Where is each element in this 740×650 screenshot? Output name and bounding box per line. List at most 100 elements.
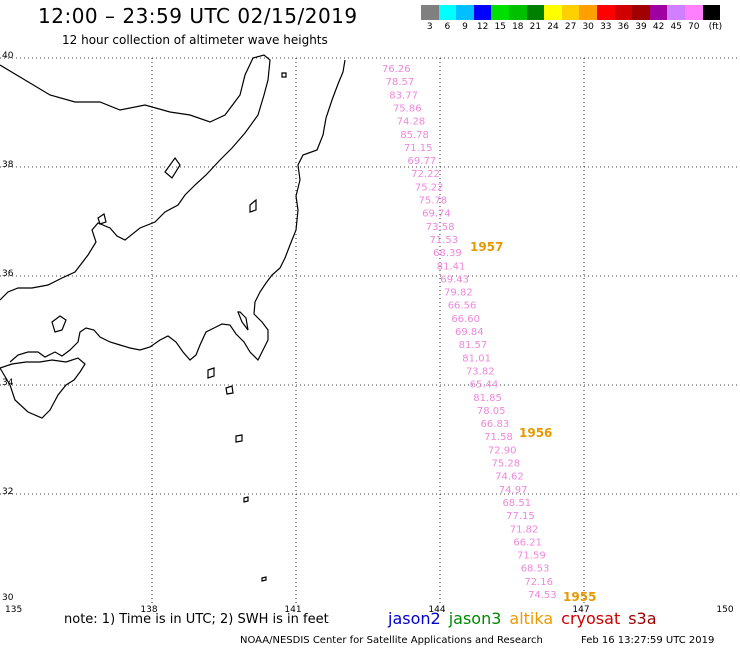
lon-tick-label: 138	[140, 605, 157, 615]
colorbar-label: 9	[462, 22, 468, 32]
legend-jason2: jason2	[388, 609, 441, 628]
colorbar-label: 45	[670, 22, 682, 32]
wave-height-value: 69.84	[455, 327, 484, 338]
satellite-legend: jason2 jason3 altika cryosat s3a	[388, 609, 665, 628]
wave-height-value: 74.97	[499, 485, 528, 496]
noto-peninsula	[164, 156, 181, 179]
lat-tick-label: 32	[2, 487, 13, 497]
wave-height-value: 83.77	[389, 90, 418, 101]
sado-island	[249, 198, 257, 213]
wave-height-value: 81.41	[437, 261, 466, 272]
colorbar-swatch	[544, 5, 562, 20]
islet-3	[207, 367, 215, 379]
colorbar-label: 12	[476, 22, 489, 32]
wave-height-colorbar	[421, 5, 721, 21]
honshu-coast	[0, 54, 271, 301]
credit-timestamp: Feb 16 13:27:59 UTC 2019	[581, 635, 715, 646]
wave-height-value: 69.77	[408, 156, 437, 167]
wave-height-value: 71.82	[510, 524, 539, 535]
legend-s3a: s3a	[628, 609, 657, 628]
wave-height-value: 71.53	[429, 235, 458, 246]
colorbar-swatch	[649, 5, 668, 20]
wave-height-value: 78.05	[477, 406, 506, 417]
map-subtitle: 12 hour collection of altimeter wave hei…	[62, 33, 328, 47]
izu-island-2	[235, 434, 243, 443]
oki-island	[97, 213, 107, 225]
colorbar-label: 18	[512, 22, 524, 32]
wave-height-value: 71.58	[484, 432, 513, 443]
wave-height-value: 75.86	[393, 103, 422, 114]
wave-height-value: 65.44	[470, 380, 499, 391]
wave-height-value: 66.56	[448, 301, 477, 312]
wave-height-value: 78.57	[386, 77, 415, 88]
lon-tick-label: 150	[716, 605, 733, 615]
lat-tick-label: 34	[2, 378, 14, 388]
colorbar-swatch	[684, 5, 703, 20]
legend-cryosat: cryosat	[561, 609, 621, 628]
lat-tick-label: 38	[2, 160, 14, 170]
wave-height-value: 68.51	[502, 498, 531, 509]
colorbar-label: 39	[635, 22, 647, 32]
lon-tick-label: 147	[572, 605, 589, 615]
colorbar-swatch	[508, 5, 527, 20]
coastline	[0, 54, 346, 582]
colorbar-labels: 3 6 9 12 15 18 21 24 27 30 33 36 39 42 45 70 (ft)	[421, 22, 740, 36]
izu-island-3	[243, 496, 249, 503]
colorbar-label: 24	[547, 22, 559, 32]
wave-height-value: 66.83	[481, 419, 510, 430]
pass-time-label: 1956	[519, 426, 552, 440]
colorbar-label: 30	[582, 22, 594, 32]
colorbar-label: 36	[617, 22, 630, 32]
units-note: note: 1) Time is in UTC; 2) SWH is in fe…	[64, 612, 329, 627]
lat-lon-grid: 135 138 141 144 147 150 30 32 34 36 38 40	[0, 51, 740, 615]
colorbar-swatch	[667, 5, 685, 20]
wave-height-value: 81.01	[462, 353, 491, 364]
wave-height-value: 74.62	[495, 472, 524, 483]
colorbar-swatch	[632, 5, 650, 20]
colorbar-swatch	[614, 5, 633, 20]
colorbar-label: (ft)	[708, 22, 723, 32]
colorbar-label: 3	[426, 22, 433, 32]
colorbar-label: 70	[688, 22, 700, 32]
wave-height-value: 69.74	[422, 209, 451, 220]
lon-tick-label: 135	[5, 605, 22, 615]
colorbar-swatch	[491, 5, 509, 20]
wave-height-value: 72.22	[411, 169, 440, 180]
wave-height-value: 75.28	[492, 459, 521, 470]
lon-tick-label: 141	[284, 605, 301, 615]
colorbar-label: 15	[494, 22, 506, 32]
lat-tick-label: 30	[2, 593, 14, 603]
wave-height-value: 74.53	[528, 590, 557, 601]
map-title: 12:00 – 23:59 UTC 02/15/2019	[38, 4, 358, 28]
wave-height-value: 71.15	[404, 143, 433, 154]
legend-altika: altika	[509, 609, 554, 628]
pass-time-label: 1957	[470, 240, 503, 254]
lon-tick-label: 144	[428, 605, 445, 615]
colorbar-swatch	[421, 5, 439, 20]
wave-height-value: 81.57	[459, 340, 488, 351]
wave-height-value: 73.82	[466, 366, 495, 377]
islet-2	[261, 576, 267, 582]
wave-height-value: 69.43	[440, 274, 469, 285]
credit-text: NOAA/NESDIS Center for Satellite Applica…	[240, 635, 543, 646]
colorbar-swatch	[456, 5, 474, 20]
colorbar-swatch	[473, 5, 492, 20]
wave-height-value: 73.58	[426, 222, 455, 233]
colorbar-swatch	[438, 5, 457, 20]
colorbar-swatch	[561, 5, 580, 20]
wave-height-value: 72.16	[524, 577, 553, 588]
colorbar-swatch	[596, 5, 615, 20]
time-labels: 1957 1956 1955	[470, 240, 596, 604]
colorbar-swatch	[526, 5, 545, 20]
colorbar-label: 6	[444, 22, 451, 32]
lat-tick-label: 40	[2, 51, 14, 61]
wave-height-value: 75.78	[419, 196, 448, 207]
wave-height-value: 71.59	[517, 551, 546, 562]
awaji-island	[51, 315, 67, 333]
lat-tick-label: 36	[2, 269, 14, 279]
wave-height-value: 85.78	[400, 130, 429, 141]
wave-height-value: 68.53	[521, 564, 550, 575]
wave-height-value: 77.15	[506, 511, 535, 522]
colorbar-label: 42	[652, 22, 665, 32]
